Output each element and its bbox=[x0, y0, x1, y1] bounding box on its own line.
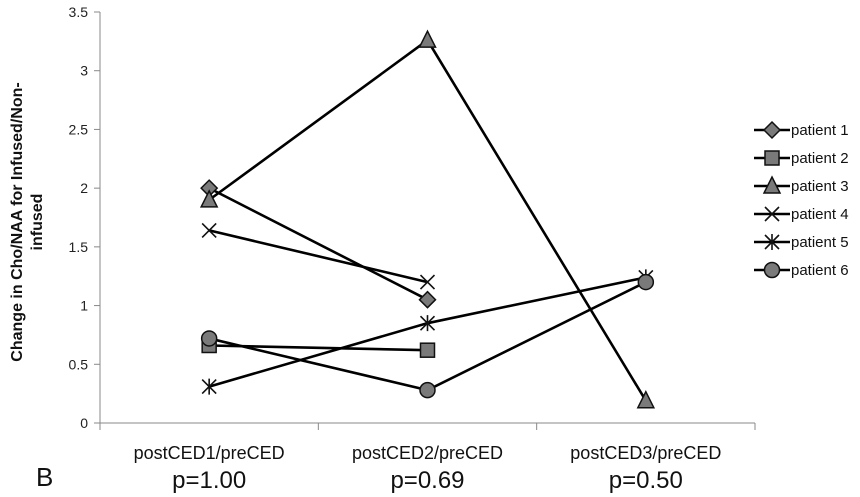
legend-item-patient-2: patient 2 bbox=[754, 150, 849, 167]
y-tick-label: 1 bbox=[80, 298, 88, 314]
x-category-label: postCED3/preCED bbox=[570, 443, 721, 463]
legend-item-patient-1: patient 1 bbox=[754, 120, 849, 140]
panel-label: B bbox=[36, 462, 53, 492]
p-value-label: p=1.00 bbox=[172, 467, 246, 494]
legend-item-patient-6: patient 6 bbox=[754, 261, 849, 279]
data-point-patient-1 bbox=[418, 290, 437, 309]
x-category-label: postCED2/preCED bbox=[352, 443, 503, 463]
legend-marker bbox=[764, 206, 780, 222]
data-point-patient-6 bbox=[419, 381, 436, 399]
legend-item-patient-5: patient 5 bbox=[754, 234, 849, 251]
legend-marker bbox=[764, 234, 780, 250]
legend: patient 1 patient 2 patient 3 patient 4 pati… bbox=[754, 120, 849, 279]
y-tick-label: 0 bbox=[80, 415, 88, 431]
plot-area bbox=[199, 29, 656, 409]
series-patient-4 bbox=[201, 222, 436, 290]
x-categories: postCED1/preCED p=1.00 postCED2/preCED p=0.… bbox=[134, 443, 722, 494]
data-point-patient-6 bbox=[200, 330, 218, 347]
legend-label: patient 3 bbox=[791, 178, 849, 195]
y-ticks: 0 0.5 1 1.5 2 2.5 3 3.5 bbox=[69, 4, 100, 431]
series-line-patient-1 bbox=[208, 186, 429, 301]
y-axis-label-line-2: infused bbox=[29, 194, 46, 251]
legend-label: patient 5 bbox=[791, 234, 849, 251]
legend-item-patient-4: patient 4 bbox=[754, 206, 849, 223]
axes bbox=[99, 12, 756, 430]
y-axis-label-line-1: Change in Cho/NAA for Infused/Non- bbox=[9, 82, 26, 361]
series-patient-5 bbox=[201, 269, 654, 395]
series-line-patient-4 bbox=[208, 229, 428, 284]
legend-label: patient 4 bbox=[791, 206, 849, 223]
legend-label: patient 2 bbox=[791, 150, 849, 167]
legend-item-patient-3: patient 3 bbox=[754, 175, 849, 195]
legend-marker bbox=[763, 261, 781, 279]
series-patient-1 bbox=[200, 179, 437, 309]
data-point-patient-5 bbox=[201, 378, 217, 395]
y-tick-label: 0.5 bbox=[69, 356, 89, 372]
legend-marker bbox=[762, 120, 782, 140]
data-point-patient-4 bbox=[419, 274, 436, 290]
x-category-label: postCED1/preCED bbox=[134, 443, 285, 463]
data-point-patient-5 bbox=[419, 315, 436, 332]
y-tick-label: 1.5 bbox=[69, 239, 89, 255]
data-point-patient-4 bbox=[201, 222, 217, 238]
data-point-patient-3 bbox=[636, 390, 656, 409]
series-patient-3 bbox=[199, 29, 656, 409]
data-point-patient-2 bbox=[419, 342, 436, 358]
p-value-label: p=0.50 bbox=[609, 467, 683, 494]
legend-marker bbox=[764, 150, 780, 166]
data-point-patient-6 bbox=[637, 273, 655, 291]
y-tick-label: 2 bbox=[80, 180, 88, 196]
y-tick-label: 3.5 bbox=[69, 4, 89, 20]
data-point-patient-3 bbox=[418, 29, 437, 48]
legend-label: patient 1 bbox=[791, 122, 849, 139]
p-value-label: p=0.69 bbox=[390, 467, 464, 494]
y-tick-label: 2.5 bbox=[69, 121, 89, 137]
legend-marker bbox=[762, 175, 782, 194]
y-tick-label: 3 bbox=[80, 63, 88, 79]
series-patient-6 bbox=[200, 273, 655, 399]
legend-label: patient 6 bbox=[791, 262, 849, 279]
data-point-patient-3 bbox=[199, 189, 219, 208]
